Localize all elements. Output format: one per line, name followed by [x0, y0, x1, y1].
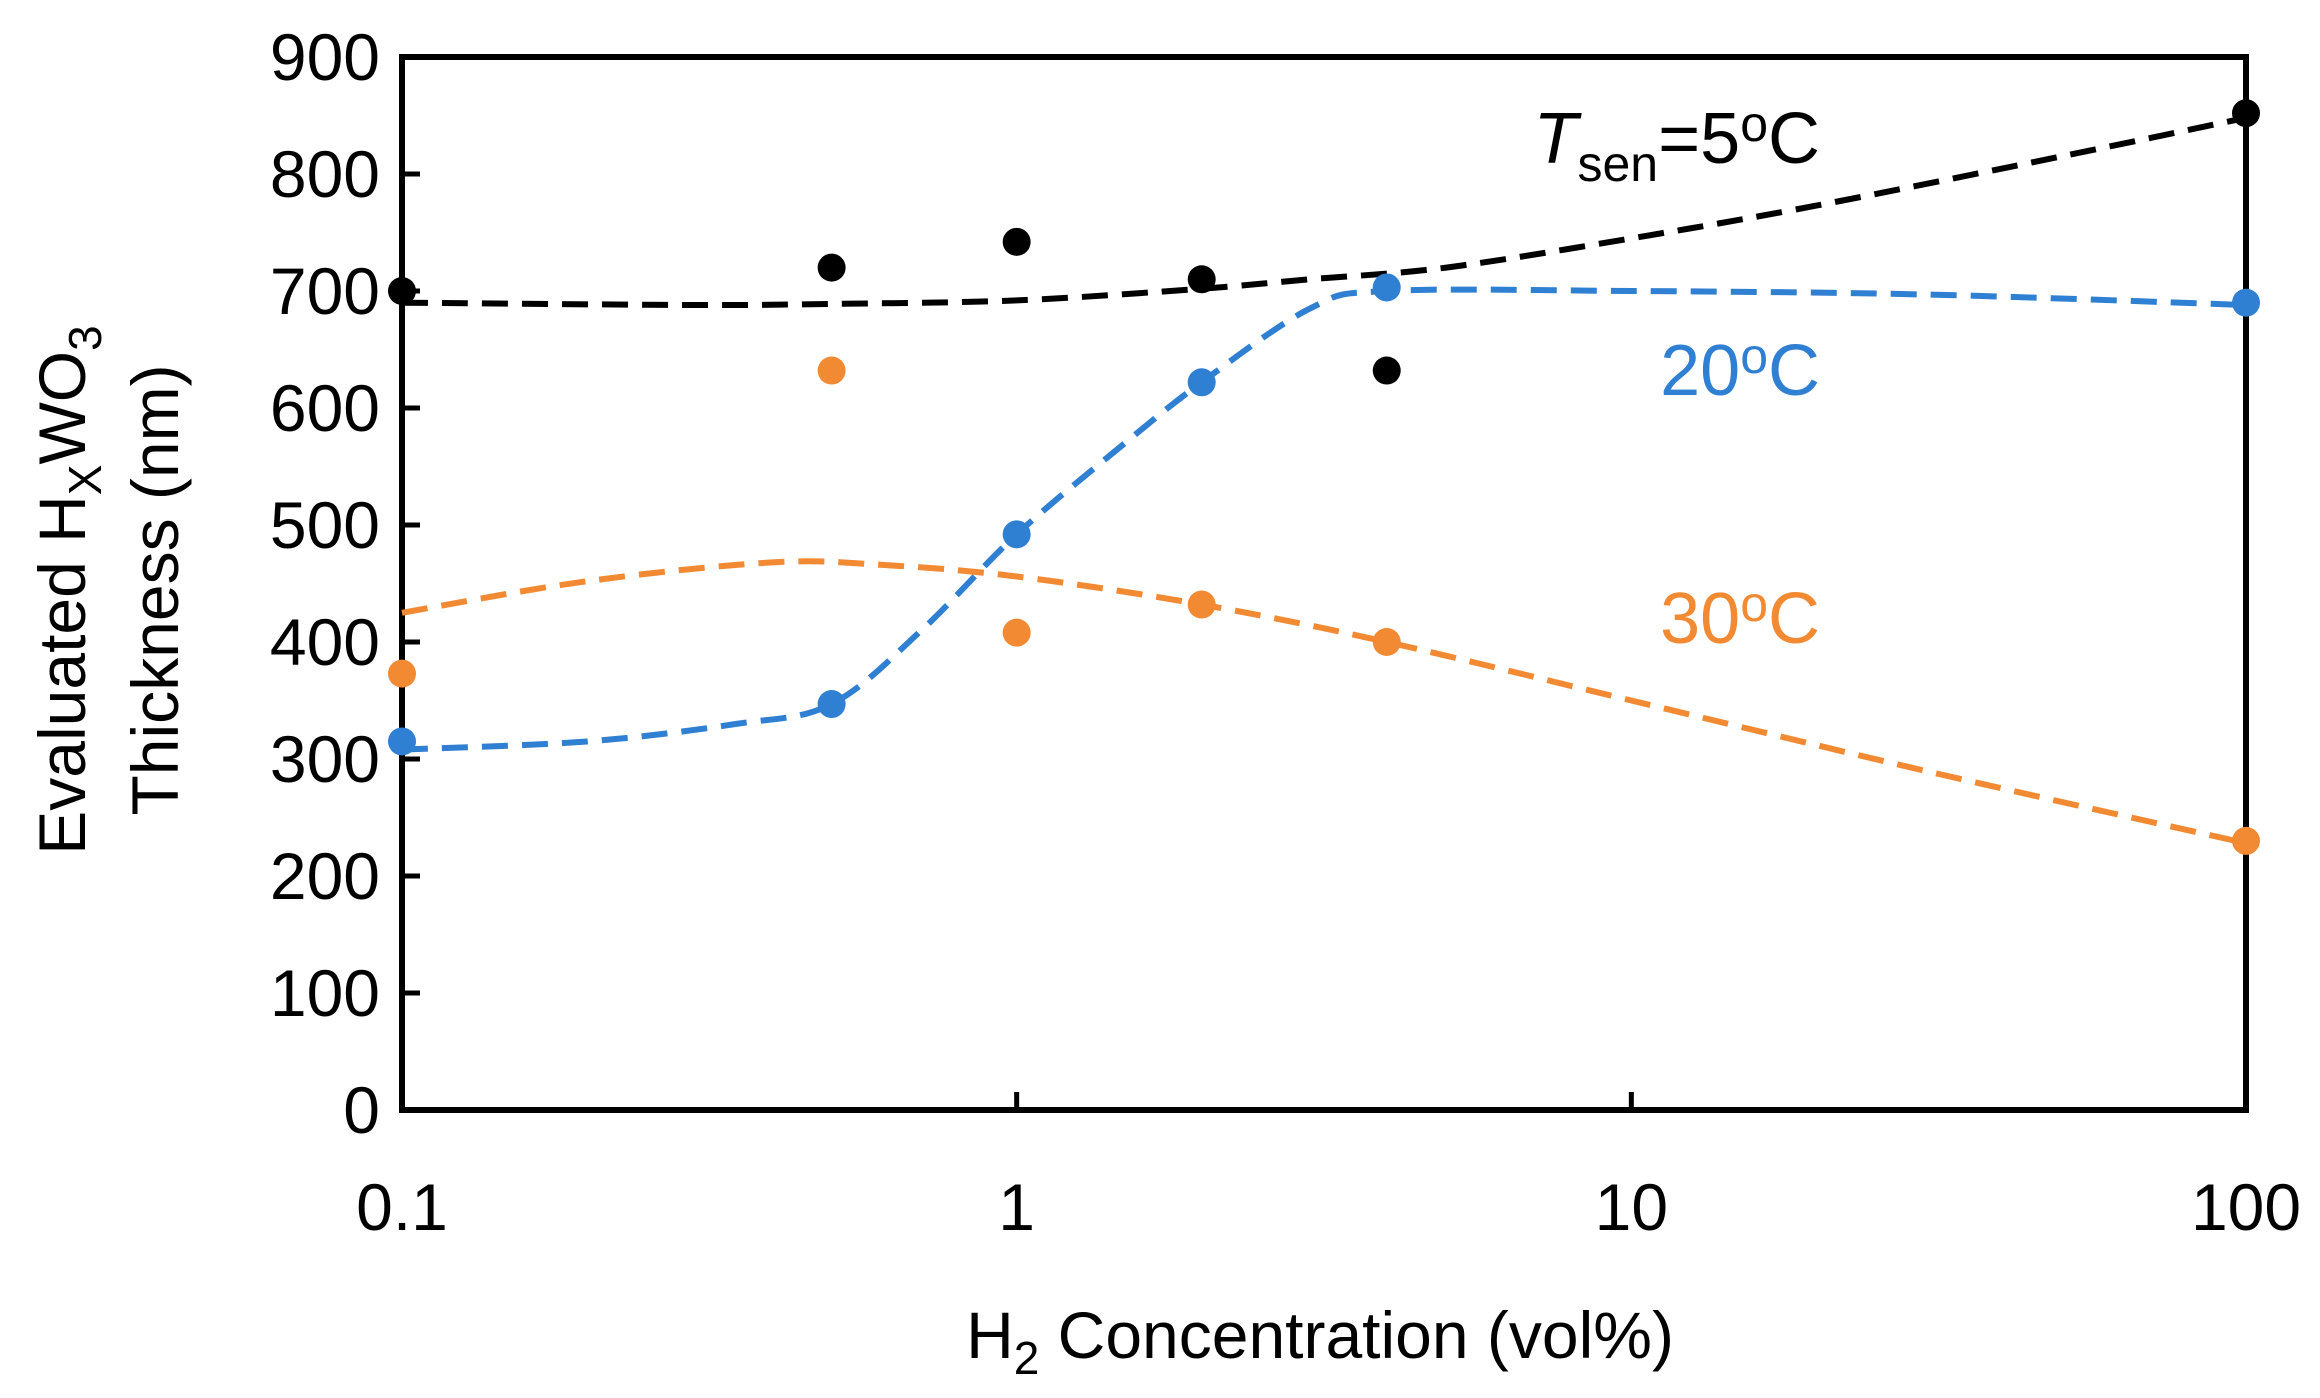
series-label-30c-unit: C	[1768, 579, 1820, 659]
x-tick-label: 0.1	[356, 1170, 448, 1244]
data-point-series-1	[1002, 520, 1031, 549]
series-label-5c: Tsen=5oC	[1533, 96, 1820, 192]
x-axis-title: H2 Concentration (vol%)	[966, 1298, 1674, 1384]
data-point-series-2	[1372, 628, 1401, 656]
data-point-series-1	[1372, 273, 1401, 302]
axis-ticks: 0 100 200 300 400 500 600 700 800 900 0.1 1 10 100	[270, 20, 2301, 1244]
series-label-30c-sup: o	[1740, 576, 1768, 632]
data-point-series-0	[1187, 265, 1216, 294]
y-tick-label: 700	[270, 254, 380, 328]
data-points	[388, 99, 2260, 855]
y-tick-label: 400	[270, 605, 380, 679]
data-point-series-2	[2232, 826, 2260, 855]
data-point-series-2	[1187, 590, 1216, 619]
y-axis-title-mid: WO	[25, 351, 99, 465]
series-label-5c-var: T	[1533, 99, 1582, 179]
y-tick-label: 800	[270, 137, 380, 211]
y-tick-label: 600	[270, 371, 380, 445]
y-tick-label: 200	[270, 839, 380, 913]
y-axis-title-main: Evaluated H	[25, 495, 99, 855]
y-tick-label: 0	[343, 1073, 380, 1147]
series-label-20c-eq: 20	[1660, 331, 1740, 411]
data-point-series-0	[388, 277, 416, 305]
data-point-series-0	[2232, 99, 2260, 128]
series-label-20c: 20oC	[1660, 328, 1820, 411]
y-tick-label: 100	[270, 956, 380, 1030]
data-point-series-2	[817, 356, 846, 385]
series-label-20c-sup: o	[1740, 328, 1768, 384]
data-point-series-1	[817, 690, 846, 719]
x-axis-title-sub: 2	[1014, 1332, 1040, 1384]
y-tick-label: 300	[270, 722, 380, 796]
series-label-20c-unit: C	[1768, 331, 1820, 411]
y-axis-title-sub: X	[59, 464, 111, 495]
data-point-series-1	[2232, 288, 2260, 317]
y-axis-title-line1: Evaluated HXWO3	[25, 325, 111, 854]
series-label-5c-eq: =5	[1658, 99, 1740, 179]
series-label-30c-eq: 30	[1660, 579, 1740, 659]
y-tick-label: 500	[270, 488, 380, 562]
data-point-series-0	[1372, 356, 1401, 385]
y-tick-label: 900	[270, 20, 380, 94]
y-axis-title-sub2: 3	[59, 325, 111, 351]
data-point-series-0	[817, 253, 846, 282]
x-axis-title-main: H	[966, 1298, 1014, 1372]
x-tick-label: 1	[998, 1170, 1035, 1244]
data-point-series-1	[388, 727, 416, 756]
data-point-series-1	[1187, 368, 1216, 397]
fit-curves	[401, 114, 2247, 847]
fit-curve-series-1	[401, 286, 2247, 753]
series-label-5c-sup: o	[1740, 96, 1768, 152]
series-label-30c: 30oC	[1660, 576, 1820, 659]
data-point-series-2	[388, 659, 416, 688]
data-point-series-2	[1002, 618, 1031, 647]
x-axis-title-rest: Concentration (vol%)	[1039, 1298, 1674, 1372]
x-tick-label: 10	[1595, 1170, 1668, 1244]
fit-curve-series-2	[401, 558, 2247, 847]
series-label-5c-unit: C	[1768, 99, 1820, 179]
plot-area-frame	[399, 54, 2249, 1113]
data-point-series-0	[1002, 227, 1031, 256]
fit-curve-series-0	[401, 114, 2247, 309]
x-tick-label: 100	[2191, 1170, 2301, 1244]
series-label-5c-sub: sen	[1577, 136, 1658, 192]
y-axis-title-line2: Thickness (nm)	[118, 364, 192, 815]
